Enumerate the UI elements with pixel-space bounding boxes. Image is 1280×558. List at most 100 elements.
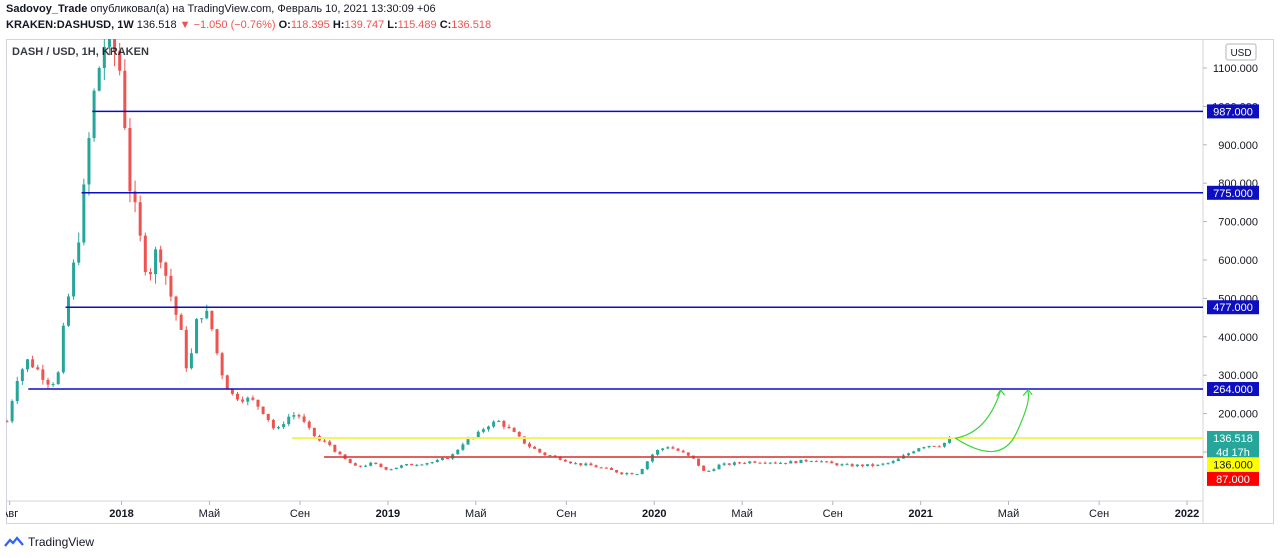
candle-body xyxy=(143,235,147,273)
candle-body xyxy=(251,397,255,400)
level-tag-477.000 xyxy=(1207,300,1259,315)
candle-body xyxy=(517,431,521,437)
candle-body xyxy=(830,461,834,464)
candle-body xyxy=(502,420,506,427)
currency-button-label: USD xyxy=(1230,48,1251,59)
candle-body xyxy=(707,470,711,472)
candle-body xyxy=(645,461,649,470)
candle-body xyxy=(297,415,301,417)
x-tick-label: 2021 xyxy=(908,508,932,520)
level-tag-987.000 xyxy=(1207,104,1259,119)
candle-body xyxy=(87,138,91,185)
candle-body xyxy=(487,426,491,430)
level-tag-264.000 xyxy=(1207,382,1259,397)
candle-body xyxy=(543,452,547,456)
candle-body xyxy=(907,453,911,456)
y-tick-label: 300.000 xyxy=(1218,370,1258,382)
candle-body xyxy=(881,463,885,465)
candles-group xyxy=(6,39,952,476)
x-tick-label: Авг xyxy=(6,508,18,520)
high-label: H: xyxy=(332,19,345,31)
candle-body xyxy=(364,465,368,467)
candle-body xyxy=(835,463,839,466)
candle-body xyxy=(138,202,142,236)
candle-body xyxy=(61,325,65,373)
candle-body xyxy=(189,353,193,369)
candle-body xyxy=(107,39,111,47)
candle-body xyxy=(481,429,485,432)
candle-body xyxy=(558,456,562,460)
y-tick-label: 900.000 xyxy=(1218,140,1258,152)
candle-body xyxy=(625,473,629,475)
candle-body xyxy=(266,413,270,420)
candle-body xyxy=(292,415,296,417)
candle-body xyxy=(819,461,823,463)
projection-arrow-2 xyxy=(954,390,1030,453)
candle-body xyxy=(574,463,578,465)
footer-branding[interactable]: TradingView xyxy=(4,535,94,549)
candle-body xyxy=(195,319,199,354)
candle-body xyxy=(840,464,844,466)
price-tag-text: 4d 17h xyxy=(1216,447,1250,459)
candle-body xyxy=(538,448,542,453)
close-label: C: xyxy=(439,19,452,31)
candle-body xyxy=(435,460,439,463)
candle-body xyxy=(876,464,880,466)
candle-body xyxy=(825,461,829,463)
level-tag-text: 987.000 xyxy=(1213,106,1253,118)
candle-body xyxy=(579,463,583,466)
candle-body xyxy=(379,464,383,467)
candle-body xyxy=(430,462,434,464)
candle-body xyxy=(497,420,501,422)
candle-body xyxy=(394,467,398,470)
publication-header: Sadovoy_Trade опубликовал(а) на TradingV… xyxy=(6,3,436,15)
candle-body xyxy=(476,431,480,438)
candle-body xyxy=(333,444,337,452)
candle-body xyxy=(323,440,327,442)
y-tick-label: 400.000 xyxy=(1218,332,1258,344)
candle-body xyxy=(410,464,414,466)
candle-body xyxy=(6,421,9,423)
candle-body xyxy=(871,464,875,466)
price-chart[interactable]: USD100.000200.000300.000400.000500.00060… xyxy=(6,39,1274,524)
candle-body xyxy=(548,455,552,457)
candle-body xyxy=(753,461,757,463)
candle-body xyxy=(159,249,163,263)
candle-body xyxy=(512,427,516,432)
candle-body xyxy=(604,467,608,469)
currency-button[interactable] xyxy=(1225,43,1257,61)
candle-body xyxy=(246,397,250,402)
author-name[interactable]: Sadovoy_Trade xyxy=(6,3,88,15)
candle-body xyxy=(348,459,352,464)
candle-body xyxy=(353,463,357,466)
symbol-name: KRAKEN:DASHUSD, 1W xyxy=(6,19,134,31)
candle-body xyxy=(738,462,742,464)
candle-body xyxy=(328,441,332,445)
candle-body xyxy=(164,262,168,276)
y-tick-label: 600.000 xyxy=(1218,255,1258,267)
x-tick-label: Сен xyxy=(823,508,843,520)
price-tag-text: 136.000 xyxy=(1213,459,1253,471)
candle-body xyxy=(230,388,234,394)
x-tick-label: Май xyxy=(731,508,753,520)
candle-body xyxy=(236,393,240,400)
candle-body xyxy=(712,469,716,471)
candle-body xyxy=(850,464,854,467)
candle-body xyxy=(425,463,429,465)
candle-body xyxy=(758,462,762,464)
candle-body xyxy=(681,450,685,453)
candle-body xyxy=(302,416,306,422)
candle-body xyxy=(717,464,721,470)
candle-body xyxy=(912,451,916,454)
candle-body xyxy=(282,424,286,428)
candle-body xyxy=(36,367,40,370)
candle-body xyxy=(215,329,219,354)
projection-arrowhead-1 xyxy=(996,388,1006,397)
candle-body xyxy=(635,474,639,476)
candle-body xyxy=(722,463,726,465)
candle-body xyxy=(630,473,634,475)
candle-body xyxy=(845,464,849,466)
candle-body xyxy=(768,462,772,464)
published-text: опубликовал(а) на TradingView.com, Февра… xyxy=(90,3,436,15)
candle-body xyxy=(860,464,864,467)
